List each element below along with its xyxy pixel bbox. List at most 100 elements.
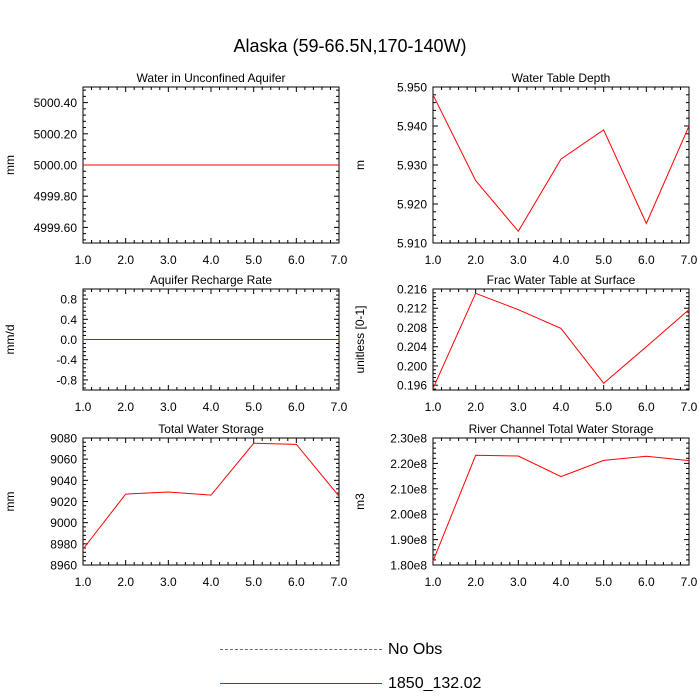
x-tick-label: 6.0	[288, 400, 305, 414]
plot-frame	[432, 86, 690, 244]
chart-panel-5: Total Water Storage mm 1.0 2.0 3.0 4.0 5.0 6.0 7…	[3, 422, 348, 589]
chart-title: Total Water Storage	[158, 422, 264, 436]
y-tick-label: 4999.60	[34, 221, 78, 235]
y-tick-label: 0.0	[60, 333, 77, 347]
x-tick-label: 3.0	[160, 253, 177, 267]
chart-panel-4: Frac Water Table at Surface unitless [0-1…	[353, 273, 698, 414]
y-tick-label: 0.208	[397, 321, 427, 335]
x-tick-label: 1.0	[425, 400, 442, 414]
x-tick-label: 1.0	[75, 575, 92, 589]
y-tick-label: 2.20e8	[390, 457, 427, 471]
x-tick-label: 1.0	[75, 253, 92, 267]
x-tick-label: 5.0	[595, 400, 612, 414]
y-tick-label: 9060	[50, 453, 77, 467]
y-tick-label: 1.90e8	[390, 533, 427, 547]
legend-line-no-obs	[220, 649, 382, 650]
chart-panel-3: Aquifer Recharge Rate mm/d 1.0 2.0 3.0 4.0 5.0…	[3, 273, 348, 414]
y-tick-label: 2.10e8	[390, 482, 427, 496]
y-tick-label: 5000.20	[34, 127, 78, 141]
x-tick-label: 4.0	[553, 575, 570, 589]
x-tick-label: 4.0	[553, 400, 570, 414]
y-tick-label: 5000.00	[34, 159, 78, 173]
series-line	[82, 442, 340, 550]
x-tick-label: 3.0	[510, 400, 527, 414]
x-tick-label: 1.0	[425, 253, 442, 267]
x-tick-label: 3.0	[510, 575, 527, 589]
y-tick-label: 8980	[50, 537, 77, 551]
x-tick-label: 3.0	[160, 575, 177, 589]
plot-frame	[82, 437, 340, 566]
x-tick-label: 3.0	[510, 253, 527, 267]
y-tick-label: 0.200	[397, 359, 427, 373]
x-tick-label: 5.0	[595, 253, 612, 267]
y-tick-label: 5.910	[397, 237, 427, 251]
y-axis-label: m	[353, 160, 367, 170]
chart-title: Aquifer Recharge Rate	[150, 273, 272, 287]
y-tick-label: 2.00e8	[390, 508, 427, 522]
y-tick-label: 2.30e8	[390, 432, 427, 446]
x-tick-label: 5.0	[595, 575, 612, 589]
y-tick-label: 5.940	[397, 120, 427, 134]
x-tick-label: 7.0	[331, 575, 348, 589]
y-axis-label: mm	[3, 155, 17, 175]
y-tick-label: 5.930	[397, 159, 427, 173]
series-line	[432, 94, 690, 233]
legend-entry-1850: 1850_132.02	[220, 672, 520, 696]
chart-panel-1: Water in Unconfined Aquifer mm 1.0 2.0 3.0 4.…	[3, 71, 348, 267]
y-tick-label: 0.4	[60, 313, 77, 327]
y-tick-label: 5000.40	[34, 96, 78, 110]
chart-panel-2: Water Table Depth m 1.0 2.0 3.0 4.0 5.0 6.0 7.0 5…	[353, 71, 698, 267]
x-tick-label: 6.0	[638, 253, 655, 267]
y-axis-label: mm	[3, 492, 17, 512]
y-tick-label: 0.8	[60, 293, 77, 307]
series-line	[432, 292, 690, 389]
y-tick-label: 0.212	[397, 302, 427, 316]
y-tick-label: 0.216	[397, 283, 427, 297]
x-tick-label: 6.0	[638, 400, 655, 414]
x-tick-label: 5.0	[245, 400, 262, 414]
chart-panel-6: River Channel Total Water Storage m3 1.0 2.…	[353, 422, 698, 589]
x-tick-label: 5.0	[245, 575, 262, 589]
x-tick-label: 4.0	[203, 575, 220, 589]
x-tick-label: 7.0	[331, 253, 348, 267]
x-tick-label: 2.0	[117, 575, 134, 589]
chart-title: River Channel Total Water Storage	[469, 422, 654, 436]
y-tick-label: 4999.80	[34, 190, 78, 204]
x-tick-label: 3.0	[160, 400, 177, 414]
x-tick-label: 7.0	[681, 400, 698, 414]
y-tick-label: -0.8	[56, 373, 77, 387]
y-tick-label: 9080	[50, 432, 77, 446]
y-axis-label: unitless [0-1]	[353, 305, 367, 373]
y-tick-label: 8960	[50, 559, 77, 573]
x-tick-label: 1.0	[425, 575, 442, 589]
legend-label-no-obs: No Obs	[388, 641, 443, 658]
x-tick-label: 2.0	[467, 575, 484, 589]
x-tick-label: 5.0	[245, 253, 262, 267]
y-tick-label: 0.204	[397, 340, 427, 354]
chart-title: Water Table Depth	[512, 71, 611, 85]
x-tick-label: 7.0	[331, 400, 348, 414]
x-tick-label: 4.0	[203, 400, 220, 414]
y-tick-label: 5.950	[397, 81, 427, 95]
y-tick-label: 5.920	[397, 198, 427, 212]
y-tick-label: 0.196	[397, 379, 427, 393]
x-tick-label: 2.0	[117, 400, 134, 414]
x-tick-label: 7.0	[681, 575, 698, 589]
chart-title: Frac Water Table at Surface	[487, 273, 636, 287]
x-tick-label: 4.0	[553, 253, 570, 267]
x-tick-label: 2.0	[117, 253, 134, 267]
x-tick-label: 1.0	[75, 400, 92, 414]
series-line	[432, 454, 690, 562]
page-title: Alaska (59-66.5N,170-140W)	[233, 36, 467, 56]
y-tick-label: 9040	[50, 474, 77, 488]
y-tick-label: 1.80e8	[390, 559, 427, 573]
y-tick-label: -0.4	[56, 353, 77, 367]
legend-line-1850	[220, 683, 382, 684]
x-tick-label: 7.0	[681, 253, 698, 267]
x-tick-label: 4.0	[203, 253, 220, 267]
x-tick-label: 6.0	[288, 575, 305, 589]
legend-label-1850: 1850_132.02	[388, 675, 482, 692]
x-tick-label: 6.0	[638, 575, 655, 589]
x-tick-label: 2.0	[467, 400, 484, 414]
